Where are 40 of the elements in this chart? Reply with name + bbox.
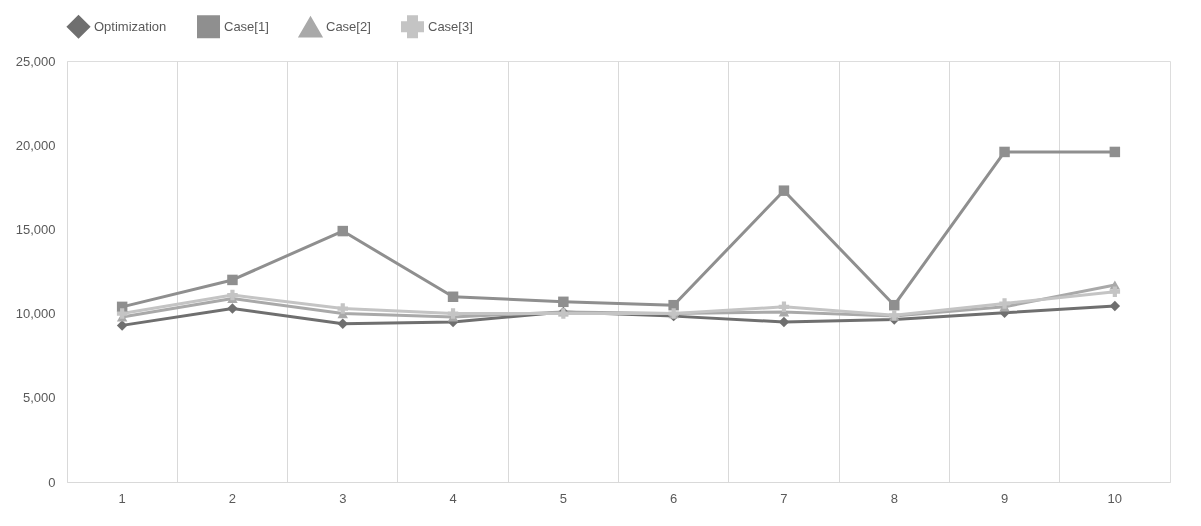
y-tick-label: 0 [48, 474, 56, 490]
y-tick-label: 10,000 [15, 306, 56, 322]
point [668, 299, 679, 311]
point [116, 308, 128, 319]
point [999, 146, 1010, 158]
point [1109, 300, 1121, 312]
point [337, 303, 348, 314]
point [337, 318, 348, 329]
y-tick-label: 20,000 [15, 137, 56, 153]
y-tick-label: 25,000 [15, 53, 56, 69]
point [558, 296, 569, 308]
point [778, 185, 790, 196]
x-tick-label: 8 [890, 490, 898, 506]
point [227, 303, 238, 314]
y-tick-label: 5,000 [22, 390, 56, 406]
x-tick-label: 4 [449, 490, 457, 506]
point [999, 298, 1010, 309]
x-tick-label: 7 [780, 490, 788, 506]
x-tick-label: 10 [1107, 490, 1123, 506]
point [447, 308, 459, 319]
x-tick-label: 6 [670, 490, 678, 506]
x-tick-label: 2 [228, 490, 237, 506]
point [889, 299, 900, 311]
legend-label: Case[2] [326, 19, 371, 35]
point [1109, 286, 1121, 297]
point [227, 274, 238, 286]
x-tick-label: 5 [559, 490, 567, 506]
point [447, 291, 459, 302]
point [337, 225, 348, 237]
x-tick-label: 9 [1000, 490, 1009, 506]
point [227, 289, 238, 301]
legend-label: Case[3] [428, 18, 473, 34]
y-tick-label: 15,000 [15, 221, 56, 237]
legend-label: Optimization [94, 18, 167, 34]
point [778, 301, 790, 313]
x-tick-label: 3 [339, 490, 347, 506]
x-tick-label: 1 [118, 490, 126, 506]
point [116, 320, 128, 331]
legend-label: Case[1] [224, 18, 269, 34]
point [1109, 146, 1121, 158]
